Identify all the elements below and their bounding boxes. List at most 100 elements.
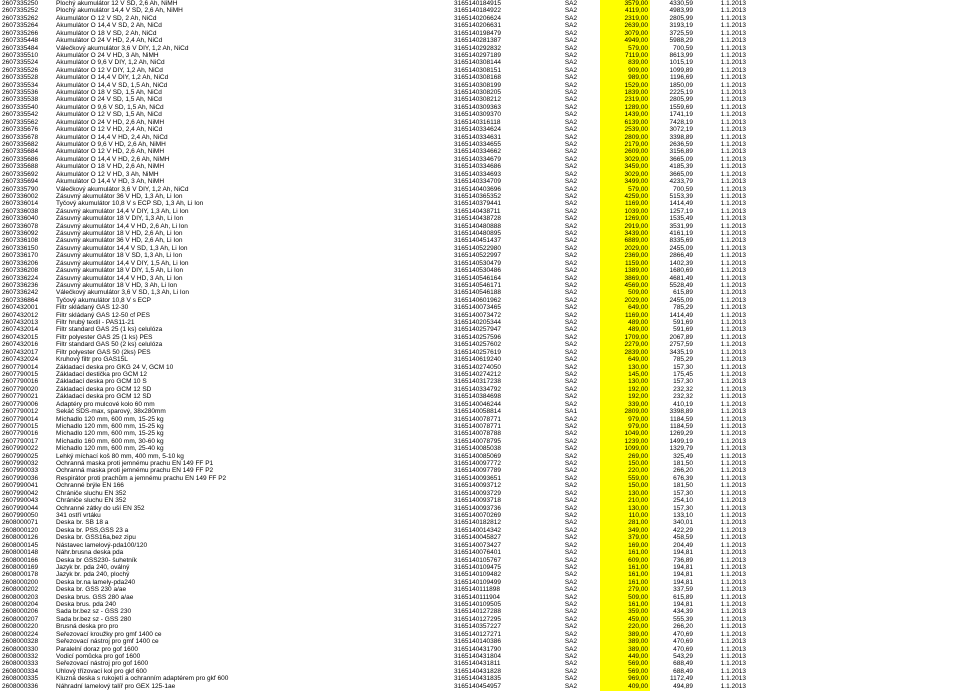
cell-price-vat: 2757,59 (669, 341, 694, 349)
cell-code: 2607336108 (2, 237, 39, 245)
table-row: 2608000071 Deska br. SB 18 a 3165140182812… (0, 519, 950, 528)
cell-price-vat: 494,89 (673, 682, 693, 690)
cell-price: 389,00 (600, 630, 650, 640)
table-row: 2607432001 Filtr skládaný GAS 12-30 316514… (0, 304, 950, 313)
cell-group: SA2 (564, 586, 578, 594)
cell-ean: 3165140292832 (454, 44, 501, 52)
cell-price-vat: 1099,89 (669, 66, 694, 74)
cell-name: Válečkový akumulátor 3,6 V DIY, 1,2 Ah, … (56, 44, 189, 52)
cell-group: SA2 (564, 682, 578, 690)
cell-code: 2607336206 (2, 259, 39, 267)
cell-price-vat: 1535,49 (669, 215, 694, 223)
cell-price-vat: 1414,49 (669, 200, 694, 208)
cell-group: SA2 (564, 556, 578, 564)
cell-group: SA2 (564, 7, 578, 15)
cell-code: 2607335562 (2, 118, 39, 126)
cell-ean: 3165140601962 (454, 296, 501, 304)
cell-price-vat: 3725,59 (669, 29, 694, 37)
cell-ean: 3165140046244 (454, 400, 501, 408)
cell-code: 2608000169 (2, 563, 39, 571)
cell-code: 2608000220 (2, 623, 39, 631)
cell-ean: 3165140109499 (454, 578, 501, 586)
cell-ean: 3165140334679 (454, 155, 501, 163)
cell-ean: 3165140308212 (454, 96, 501, 104)
cell-ean: 3165140334655 (454, 140, 501, 148)
cell-ean: 3165140308151 (454, 66, 501, 74)
table-row: 2608000148 Náhr.brusna deska pda 316514007… (0, 549, 950, 558)
cell-code: 2608000126 (2, 534, 39, 542)
table-row: 2607990033 Ochranná maska proti jemnému p… (0, 467, 950, 476)
cell-price-vat: 4185,39 (669, 163, 694, 171)
cell-code: 2607335692 (2, 170, 39, 178)
cell-code: 2607790017 (2, 437, 39, 445)
cell-price: 2369,00 (600, 252, 650, 261)
cell-group: SA2 (564, 452, 578, 460)
cell-price: 1389,00 (600, 267, 650, 276)
cell-price-vat: 1680,69 (669, 267, 694, 275)
table-row: 2608000169 Jazyk br. pda 240, oválný 31651… (0, 563, 950, 573)
table-row: 2607790016 Základací deska pro GCM 10 S 31… (0, 378, 950, 387)
cell-group: SA2 (564, 289, 578, 297)
table-row: 2607335510 Akumulátor O 24 V HD, 3 Ah, Ni… (0, 51, 950, 61)
table-row: 2608000178 Jazyk br. pda 240, plochý 31651… (0, 571, 950, 580)
cell-ean: 3165140205344 (454, 319, 501, 327)
table-row: 2607335524 Akumulátor O 9,6 V DIY, 1,2 Ah… (0, 59, 950, 68)
cell-ean: 3165140184915 (454, 0, 501, 7)
cell-price-vat: 676,39 (673, 474, 693, 482)
cell-name: Ochranná maska proti jemnému prachu EN 1… (56, 460, 214, 468)
cell-name: Plochý akumulátor 14,4 V SD, 2,6 Ah, NiM… (56, 7, 183, 15)
cell-name: Akumulátor O 14,4 V DIY, 1,2 Ah, NiCd (56, 74, 169, 82)
cell-price: 161,00 (600, 563, 650, 573)
cell-name: Akumulátor O 12 V HD, 2,4 Ah, NiCd (56, 126, 163, 134)
cell-date: 1.1.2013 (720, 207, 746, 215)
cell-price: 449,00 (600, 652, 650, 662)
table-row: 2607335540 Akumulátor O 9,6 V SD, 1,5 Ah,… (0, 103, 950, 113)
cell-price-vat: 470,69 (673, 638, 693, 646)
cell-price-vat: 8335,69 (669, 237, 694, 245)
cell-code: 2607335524 (2, 59, 39, 67)
cell-price-vat: 337,59 (673, 586, 693, 594)
cell-ean: 3165140619240 (454, 356, 501, 364)
cell-price: 389,00 (600, 645, 650, 654)
cell-price: 2539,00 (600, 126, 650, 135)
cell-ean: 3165140093712 (454, 482, 501, 490)
table-row: 2607336224 Zásuvný akumulátor 14,4 V HD, … (0, 274, 950, 283)
table-row: 2607335694 Akumulátor O 14,4 V HD, 3 Ah, … (0, 178, 950, 187)
cell-price-vat: 688,49 (673, 660, 693, 668)
cell-name: Zásuvný akumulátor 18 V DIY, 1,5 Ah, Li … (56, 267, 184, 275)
cell-price: 169,00 (600, 541, 650, 551)
cell-group: SA2 (564, 185, 578, 193)
cell-ean: 3165140334693 (454, 170, 501, 178)
cell-group: SA2 (564, 541, 578, 549)
cell-price: 459,00 (600, 615, 650, 625)
table-row: 2607790006 Adaptéry pro mulcové kolo 60 m… (0, 400, 950, 410)
cell-price-vat: 3665,09 (669, 170, 694, 178)
cell-group: SA2 (564, 81, 578, 89)
cell-name: Základací deska pro GCM 12 SD (56, 393, 152, 401)
cell-price: 909,00 (600, 66, 650, 76)
cell-price-vat: 3193,19 (669, 22, 694, 30)
cell-date: 1.1.2013 (720, 29, 746, 37)
cell-name: Zásuvný akumulátor 36 V HD, 2,6 Ah, Li I… (56, 237, 183, 245)
cell-ean: 3165140451437 (454, 237, 501, 245)
cell-price: 2029,00 (600, 244, 650, 254)
cell-price-vat: 736,89 (673, 556, 693, 564)
cell-ean: 3165140097789 (454, 467, 501, 475)
cell-date: 1.1.2013 (720, 601, 746, 609)
cell-price: 389,00 (600, 638, 650, 647)
cell-ean: 3165140078795 (454, 437, 501, 445)
cell-code: 2608000148 (2, 549, 39, 557)
cell-price: 2319,00 (600, 14, 650, 24)
table-row: 2607790016 Míchadlo 120 mm, 600 mm, 15-25… (0, 430, 950, 439)
table-row: 2607990044 Ochranné zátky do uší EN 352 31… (0, 504, 950, 513)
table-row: 2607790017 Míchadlo 160 mm, 600 mm, 30-60… (0, 437, 950, 447)
table-row: 2607336208 Zásuvný akumulátor 18 V DIY, 1… (0, 267, 950, 276)
cell-ean: 3165140365352 (454, 192, 501, 200)
cell-ean: 3165140438728 (454, 215, 501, 223)
cell-ean: 3165140379441 (454, 200, 501, 208)
cell-price-vat: 5528,49 (669, 281, 694, 289)
cell-price: 130,00 (600, 363, 650, 372)
cell-name: Míchadlo 120 mm, 600 mm, 15-25 kg (56, 430, 164, 438)
cell-date: 1.1.2013 (720, 393, 746, 401)
cell-code: 2607336002 (2, 192, 39, 200)
